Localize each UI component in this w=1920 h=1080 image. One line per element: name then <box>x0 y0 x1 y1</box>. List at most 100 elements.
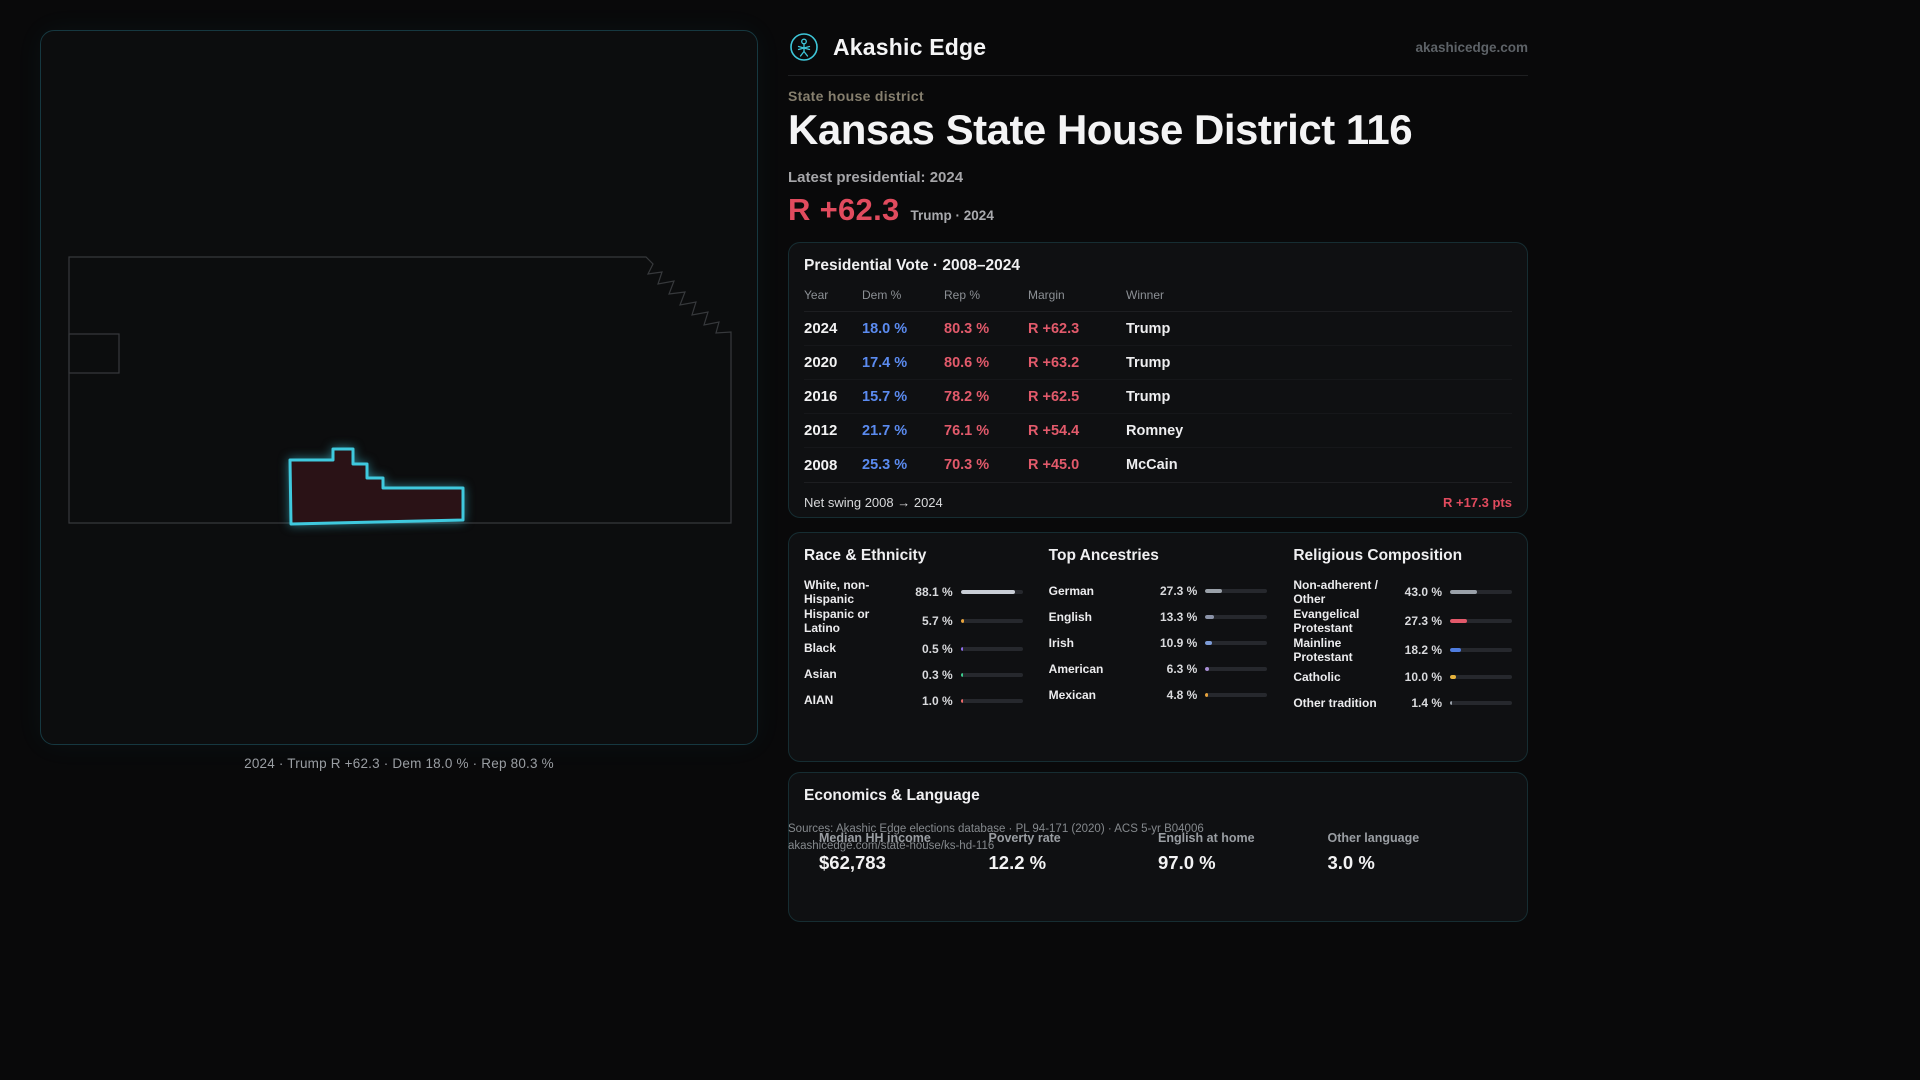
demo-bar-fill <box>1450 675 1457 680</box>
presidential-winner-cell: Trump <box>1126 354 1171 371</box>
demo-value: 10.9 % <box>1159 636 1198 650</box>
demo-bar-fill <box>960 646 963 651</box>
religious-composition-section: Religious Composition Non-adherent / Oth… <box>1293 547 1512 716</box>
demo-label: Asian <box>804 667 837 682</box>
demo-bar <box>1450 619 1512 624</box>
presidential-column-header: Dem % <box>862 288 902 302</box>
site-header: Akashic Edge akashicedge.com <box>788 26 1528 68</box>
demo-label: White, non-Hispanic <box>804 578 870 607</box>
page-url-link[interactable]: akashicedge.com/state-house/ks-hd-116 <box>788 840 995 852</box>
latest-presidential-label: Latest presidential: 2024 <box>788 169 964 186</box>
demo-bar <box>1450 647 1512 652</box>
economics-stat-value: 97.0 % <box>1158 852 1216 873</box>
sources-line: Sources: Akashic Edge elections database… <box>788 823 1204 835</box>
demo-bar <box>960 646 1023 651</box>
presidential-row: 2020 17.4 % 80.6 % R +63.2 Trump <box>804 346 1512 380</box>
demo-row: Mainline Protestant 18.2 % <box>1293 636 1512 665</box>
presidential-row: 2012 21.7 % 76.1 % R +54.4 Romney <box>804 414 1512 448</box>
demo-value: 5.7 % <box>921 614 953 629</box>
economics-stat: Other language 3.0 % <box>1328 831 1498 874</box>
demo-row: Asian 0.3 % <box>804 662 1023 688</box>
margin-value: R +62.3 <box>788 192 900 227</box>
demo-value: 4.8 % <box>1166 688 1198 702</box>
economics-stat-value: $62,783 <box>819 852 886 873</box>
economics-stat: Poverty rate 12.2 % <box>989 831 1159 874</box>
economics-stat: Median HH income $62,783 <box>819 831 989 874</box>
presidential-rep-cell: 80.3 % <box>944 320 990 337</box>
demo-bar <box>960 619 1023 624</box>
race-ethnicity-title: Race & Ethnicity <box>804 547 927 564</box>
presidential-year-cell: 2008 <box>804 456 838 474</box>
presidential-rep-cell: 80.6 % <box>944 354 990 371</box>
demo-label: Mexican <box>1048 687 1097 702</box>
demo-row: Hispanic or Latino 5.7 % <box>804 607 1023 636</box>
economics-stat-label: Other language <box>1327 831 1420 845</box>
economics-stat-value: 3.0 % <box>1327 852 1375 873</box>
presidential-dem-cell: 15.7 % <box>862 388 908 405</box>
demo-label: Evangelical Protestant <box>1293 606 1360 636</box>
presidential-margin-cell: R +63.2 <box>1028 354 1080 371</box>
presidential-winner-cell: Trump <box>1126 388 1171 405</box>
district-shape <box>288 447 465 526</box>
demo-row: Mexican 4.8 % <box>1049 682 1268 708</box>
presidential-winner-cell: Romney <box>1126 422 1184 439</box>
presidential-year-cell: 2020 <box>804 354 838 371</box>
demo-value: 18.2 % <box>1404 642 1442 657</box>
presidential-margin-cell: R +45.0 <box>1028 457 1080 473</box>
presidential-year-cell: 2016 <box>804 388 838 405</box>
demo-bar-fill <box>1450 619 1467 624</box>
demo-bar <box>1205 641 1268 645</box>
presidential-dem-cell: 18.0 % <box>862 320 908 337</box>
net-swing-row: Net swing 2008 → 2024 R +17.3 pts <box>804 482 1512 510</box>
top-ancestries-section: Top Ancestries German 27.3 % English 13.3 %… <box>1049 547 1268 716</box>
presidential-year-cell: 2012 <box>804 422 838 439</box>
demo-row: White, non-Hispanic 88.1 % <box>804 578 1023 607</box>
district-map-panel <box>40 30 758 745</box>
religious-composition-list: Non-adherent / Other 43.0 % Evangelical Pr… <box>1293 578 1512 716</box>
demo-label: AIAN <box>804 693 834 708</box>
demo-label: English <box>1048 609 1092 624</box>
demo-label: Hispanic or Latino <box>804 606 870 636</box>
demo-value: 43.0 % <box>1404 585 1442 600</box>
top-ancestries-title: Top Ancestries <box>1048 547 1159 564</box>
kansas-outline <box>68 256 732 524</box>
economics-stat-label: Poverty rate <box>988 831 1061 845</box>
demo-bar-fill <box>960 698 963 703</box>
brand-domain-link[interactable]: akashicedge.com <box>1415 39 1528 55</box>
presidential-row: 2008 25.3 % 70.3 % R +45.0 McCain <box>804 448 1512 482</box>
demo-row: Black 0.5 % <box>804 636 1023 662</box>
demographics-card: Race & Ethnicity White, non-Hispanic 88.1… <box>788 532 1528 762</box>
demo-bar-fill <box>1205 615 1214 619</box>
demo-bar-fill <box>1205 667 1210 671</box>
demo-value: 10.0 % <box>1404 670 1442 685</box>
economics-stat: English at home 97.0 % <box>1158 831 1328 874</box>
demo-value: 6.3 % <box>1166 662 1198 676</box>
presidential-margin-cell: R +54.4 <box>1028 422 1080 439</box>
presidential-column-header: Margin <box>1028 288 1065 302</box>
presidential-card-title: Presidential Vote · 2008–2024 <box>804 257 1020 274</box>
page-title: Kansas State House District 116 <box>788 106 1413 153</box>
county-outline <box>68 333 120 374</box>
demo-row: German 27.3 % <box>1049 578 1268 604</box>
demo-label: American <box>1048 661 1104 676</box>
map-caption: 2024 · Trump R +62.3 · Dem 18.0 % · Rep … <box>244 756 554 771</box>
top-ancestries-list: German 27.3 % English 13.3 % Irish 10.9 % Amer… <box>1049 578 1268 708</box>
presidential-rep-cell: 70.3 % <box>944 457 990 473</box>
presidential-row: 2016 15.7 % 78.2 % R +62.5 Trump <box>804 380 1512 414</box>
presidential-row: 2024 18.0 % 80.3 % R +62.3 Trump <box>804 312 1512 346</box>
presidential-column-header: Winner <box>1126 288 1165 302</box>
presidential-dem-cell: 17.4 % <box>862 354 908 371</box>
header-divider <box>788 75 1528 76</box>
demo-bar-fill <box>1205 641 1213 645</box>
brand-name: Akashic Edge <box>833 33 987 60</box>
demo-bar-fill <box>1205 589 1223 593</box>
demo-bar <box>960 672 1023 677</box>
net-swing-value: R +17.3 pts <box>1442 495 1512 510</box>
presidential-table-body: 2024 18.0 % 80.3 % R +62.3 Trump 2020 17.4 % 80… <box>804 312 1512 482</box>
demo-bar <box>960 698 1023 703</box>
demo-label: Mainline Protestant <box>1293 635 1353 664</box>
district-type-kicker: State house district <box>788 88 924 104</box>
race-ethnicity-section: Race & Ethnicity White, non-Hispanic 88.1… <box>804 547 1023 716</box>
presidential-winner-cell: Trump <box>1126 320 1171 337</box>
demo-row: Irish 10.9 % <box>1049 630 1268 656</box>
